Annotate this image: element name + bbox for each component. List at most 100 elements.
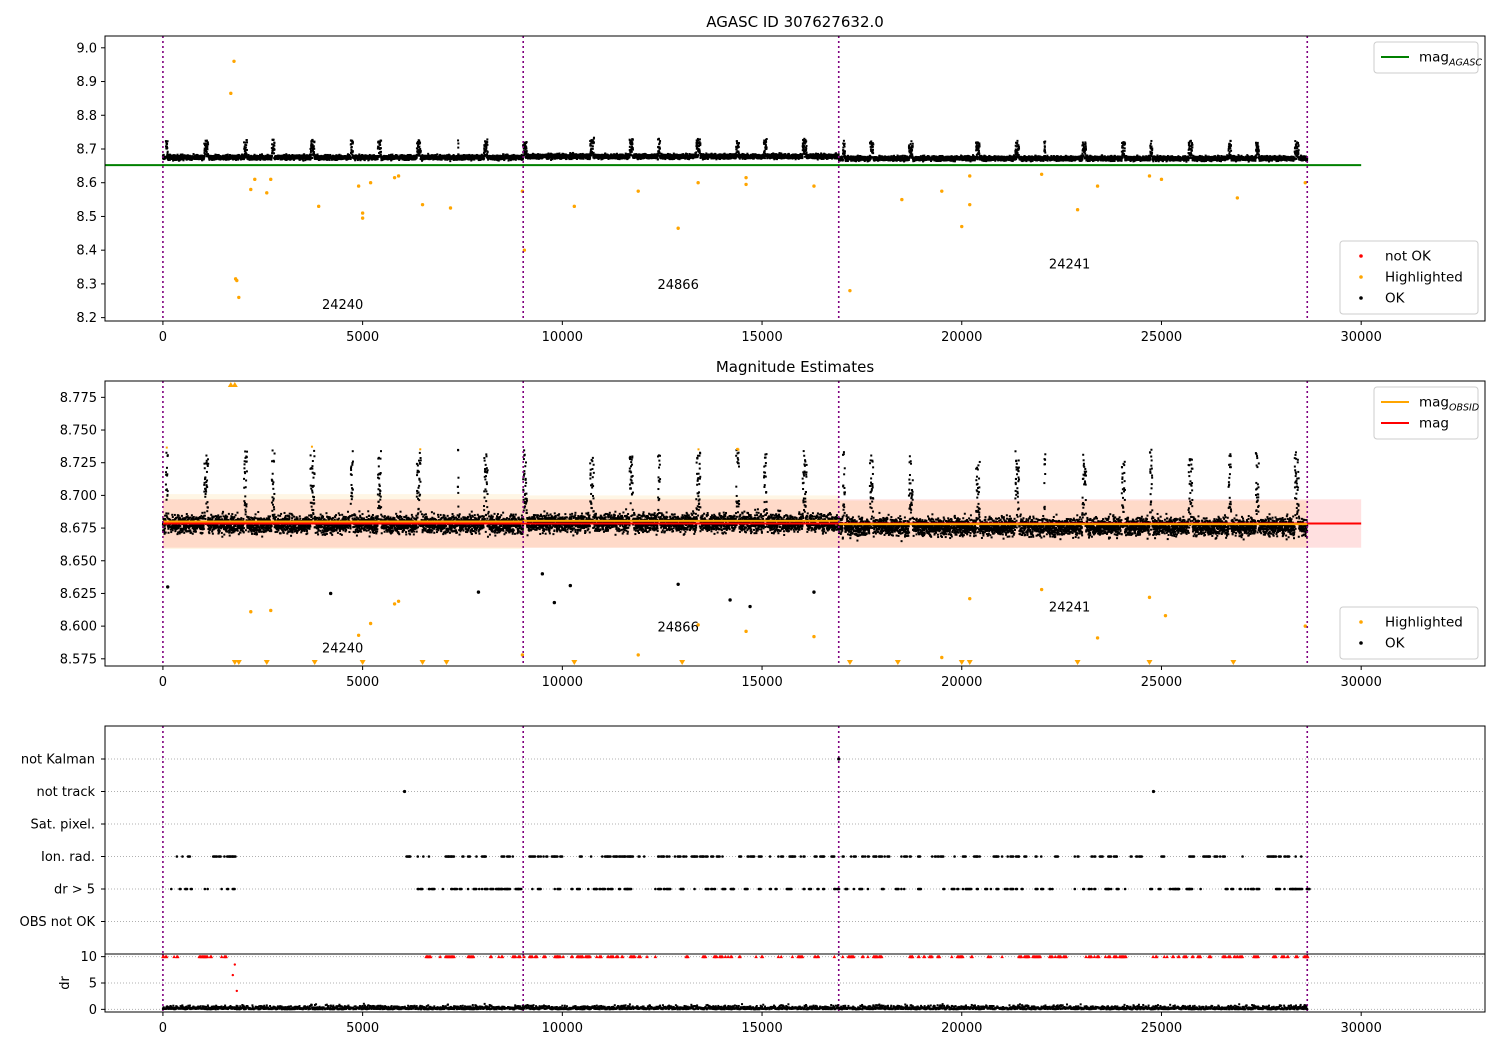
ok-point (581, 152, 584, 155)
ok-point (286, 158, 289, 161)
ok-point (486, 143, 489, 146)
ok-point (523, 151, 526, 154)
ok-point (631, 145, 634, 148)
ok-point (620, 157, 623, 160)
ok-point (379, 141, 382, 144)
ok-point (379, 143, 382, 146)
ok-point (226, 154, 229, 157)
ok-point (418, 150, 421, 153)
ok-point (482, 154, 485, 157)
ok-point (598, 153, 601, 156)
ok-point (309, 155, 312, 158)
ok-point (418, 139, 421, 142)
ok-point (350, 152, 353, 155)
ok-point (457, 153, 460, 156)
ok-point (316, 153, 319, 156)
ok-point (243, 152, 246, 155)
ok-point (259, 158, 262, 161)
ok-point (631, 148, 634, 151)
ok-point (575, 157, 578, 160)
ok-point (309, 153, 312, 156)
ok-point (416, 142, 419, 145)
ok-point (396, 154, 399, 157)
ok-point (335, 154, 338, 157)
ok-point (358, 153, 361, 156)
ok-point (485, 147, 488, 150)
ok-point (164, 157, 167, 160)
ok-point (166, 147, 169, 150)
ok-point (658, 150, 661, 153)
ok-point (421, 158, 424, 161)
ok-point (524, 153, 527, 156)
ok-point (435, 154, 438, 157)
ok-point (205, 151, 208, 154)
ok-point (419, 149, 422, 152)
ok-point (268, 154, 271, 157)
ok-point (483, 147, 486, 150)
ok-point (589, 142, 592, 145)
ok-point (569, 152, 572, 155)
ok-point (416, 147, 419, 150)
ok-point (249, 158, 252, 161)
ok-point (206, 148, 209, 151)
ok-point (486, 150, 489, 153)
ok-point (174, 154, 177, 157)
ok-point (311, 148, 314, 151)
ok-point (635, 153, 638, 156)
ok-point (212, 155, 215, 158)
ok-point (589, 150, 592, 153)
ok-point (629, 149, 632, 152)
ok-point (232, 158, 235, 161)
ok-point (554, 153, 557, 156)
ok-point (204, 148, 207, 151)
ok-point (190, 158, 193, 161)
ok-point (273, 152, 276, 155)
ok-point (316, 158, 319, 161)
ok-point (457, 146, 460, 149)
ok-point (310, 144, 313, 147)
ok-point (245, 139, 248, 142)
ok-point (639, 157, 642, 160)
ok-point (302, 159, 305, 162)
ok-point (165, 156, 168, 159)
ok-point (592, 151, 595, 154)
ok-point (311, 149, 314, 152)
ok-point (213, 154, 216, 157)
ok-point (470, 159, 473, 162)
ok-point (243, 141, 246, 144)
ok-point (310, 147, 313, 150)
ok-point (657, 137, 660, 140)
ok-point (463, 154, 466, 157)
ok-point (417, 144, 420, 147)
ok-point (484, 143, 487, 146)
ok-point (379, 147, 382, 150)
ok-point (579, 157, 582, 160)
ok-point (349, 158, 352, 161)
ok-point (486, 141, 489, 144)
ok-point (630, 146, 633, 149)
ok-point (593, 157, 596, 160)
ok-point (195, 158, 198, 161)
ok-point (351, 151, 354, 154)
ok-point (312, 145, 315, 148)
ok-point (206, 153, 209, 156)
ok-point (630, 149, 633, 152)
ok-point (417, 149, 420, 152)
ok-point (374, 155, 377, 158)
ok-point (310, 153, 313, 156)
ok-point (389, 153, 392, 156)
ok-point (630, 154, 633, 157)
ok-point (204, 142, 207, 145)
ok-point (225, 154, 228, 157)
ok-point (484, 141, 487, 144)
ok-point (659, 140, 662, 143)
ok-point (172, 159, 175, 162)
ok-point (395, 154, 398, 157)
ok-point (415, 155, 418, 158)
ok-point (561, 157, 564, 160)
ok-point (530, 153, 533, 156)
ok-point (656, 155, 659, 158)
ok-point (379, 153, 382, 156)
ok-point (379, 155, 382, 158)
ok-point (376, 158, 379, 161)
